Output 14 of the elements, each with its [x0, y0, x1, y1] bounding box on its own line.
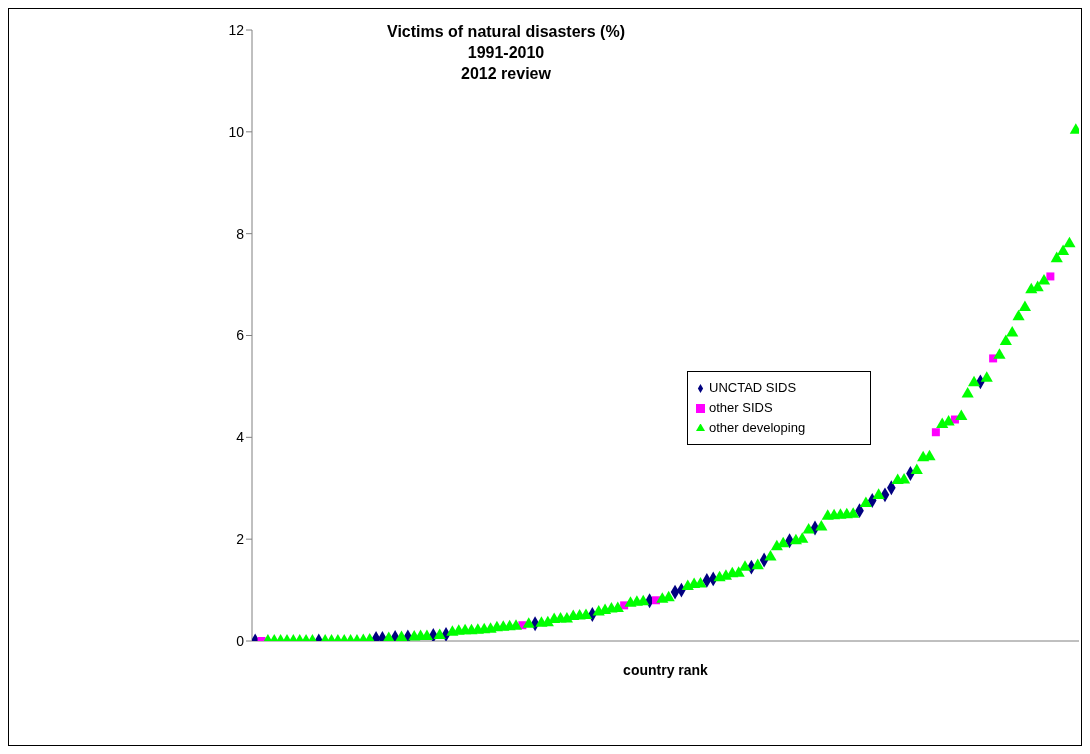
point: [931, 428, 940, 437]
legend-label: other SIDS: [709, 400, 773, 415]
y-tick-label: 12: [228, 21, 245, 38]
y-tick-label: 8: [236, 225, 245, 242]
text: Victims of natural disasters (%) 1991-2010 2012 review: [386, 22, 626, 84]
legend-label: other developing: [709, 420, 806, 435]
y-tick-label: 0: [236, 632, 245, 649]
y-tick-label: 10: [228, 123, 245, 140]
y-tick-label: 6: [236, 327, 245, 344]
point: [1046, 272, 1055, 281]
x-axis-title: country rank: [623, 662, 709, 678]
legend-label: UNCTAD SIDS: [709, 380, 797, 395]
y-tick-label: 4: [236, 429, 245, 446]
y-tick-label: 2: [236, 531, 245, 548]
